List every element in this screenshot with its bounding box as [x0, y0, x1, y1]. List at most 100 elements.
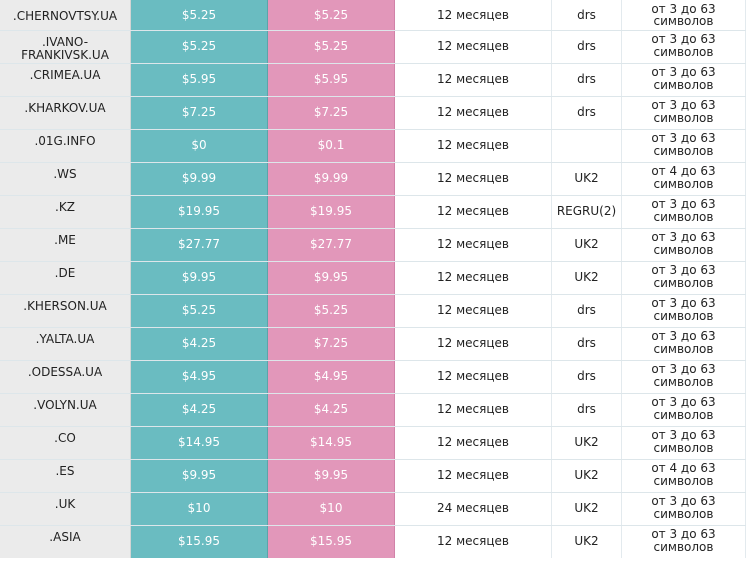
- domain-cell: .CO: [0, 427, 131, 459]
- table-row: .WS $9.99 $9.99 12 месяцев UK2 от 4 до 6…: [0, 162, 746, 195]
- name-length: от 4 до 63 символов: [622, 460, 746, 492]
- domain-cell: .ME: [0, 229, 131, 261]
- term: 12 месяцев: [395, 196, 552, 228]
- table-row: .KHERSON.UA $5.25 $5.25 12 месяцев drs о…: [0, 294, 746, 327]
- registrar: drs: [552, 0, 622, 30]
- registrar: REGRU(2): [552, 196, 622, 228]
- registrar: UK2: [552, 262, 622, 294]
- domain-name: .KHERSON.UA: [23, 299, 107, 313]
- domain-cell: .DE: [0, 262, 131, 294]
- name-length: от 3 до 63 символов: [622, 526, 746, 558]
- term: 12 месяцев: [395, 295, 552, 327]
- table-row: .YALTA.UA $4.25 $7.25 12 месяцев drs от …: [0, 327, 746, 360]
- domain-cell: .VOLYN.UA: [0, 394, 131, 426]
- table-row: .ES $9.95 $9.95 12 месяцев UK2 от 4 до 6…: [0, 459, 746, 492]
- domain-cell: .UK: [0, 493, 131, 525]
- registrar: UK2: [552, 163, 622, 195]
- domain-cell: .WS: [0, 163, 131, 195]
- registrar: UK2: [552, 229, 622, 261]
- domain-name: .ES: [55, 464, 75, 478]
- domain-cell: .CHERNOVTSY.UA: [0, 0, 131, 30]
- registrar: drs: [552, 361, 622, 393]
- register-price: $4.25: [131, 394, 268, 426]
- term: 12 месяцев: [395, 394, 552, 426]
- registrar: drs: [552, 394, 622, 426]
- register-price: $10: [131, 493, 268, 525]
- domain-name: .ODESSA.UA: [27, 365, 103, 379]
- term: 12 месяцев: [395, 163, 552, 195]
- register-price: $9.95: [131, 262, 268, 294]
- term: 24 месяцев: [395, 493, 552, 525]
- register-price: $15.95: [131, 526, 268, 558]
- term: 12 месяцев: [395, 130, 552, 162]
- domain-name: .CRIMEA.UA: [29, 68, 101, 82]
- term: 12 месяцев: [395, 427, 552, 459]
- term: 12 месяцев: [395, 328, 552, 360]
- domain-cell: .ASIA: [0, 526, 131, 558]
- name-length: от 3 до 63 символов: [622, 130, 746, 162]
- renew-price: $5.95: [268, 64, 395, 96]
- table-row: .01G.INFO $0 $0.1 12 месяцев от 3 до 63 …: [0, 129, 746, 162]
- table-row: .ME $27.77 $27.77 12 месяцев UK2 от 3 до…: [0, 228, 746, 261]
- name-length: от 3 до 63 символов: [622, 361, 746, 393]
- domain-name: .CO: [54, 431, 76, 445]
- register-price: $7.25: [131, 97, 268, 129]
- name-length: от 3 до 63 символов: [622, 229, 746, 261]
- register-price: $27.77: [131, 229, 268, 261]
- name-length: от 3 до 63 символов: [622, 295, 746, 327]
- domain-name: .WS: [53, 167, 77, 181]
- table-row: .ODESSA.UA $4.95 $4.95 12 месяцев drs от…: [0, 360, 746, 393]
- domain-cell: .YALTA.UA: [0, 328, 131, 360]
- registrar: UK2: [552, 427, 622, 459]
- renew-price: $10: [268, 493, 395, 525]
- register-price: $19.95: [131, 196, 268, 228]
- registrar: UK2: [552, 460, 622, 492]
- register-price: $4.25: [131, 328, 268, 360]
- domain-name: .IVANO-FRANKIVSK.UA: [21, 35, 109, 62]
- term: 12 месяцев: [395, 229, 552, 261]
- domain-name: .01G.INFO: [34, 134, 96, 148]
- term: 12 месяцев: [395, 0, 552, 30]
- renew-price: $5.25: [268, 31, 395, 63]
- name-length: от 3 до 63 символов: [622, 427, 746, 459]
- renew-price: $14.95: [268, 427, 395, 459]
- table-row: .DE $9.95 $9.95 12 месяцев UK2 от 3 до 6…: [0, 261, 746, 294]
- registrar: drs: [552, 64, 622, 96]
- term: 12 месяцев: [395, 64, 552, 96]
- name-length: от 3 до 63 символов: [622, 0, 746, 30]
- table-row: .KHARKOV.UA $7.25 $7.25 12 месяцев drs о…: [0, 96, 746, 129]
- domain-cell: .CRIMEA.UA: [0, 64, 131, 96]
- table-row: .IVANO-FRANKIVSK.UA $5.25 $5.25 12 месяц…: [0, 30, 746, 63]
- name-length: от 3 до 63 символов: [622, 64, 746, 96]
- renew-price: $5.25: [268, 0, 395, 30]
- domain-name: .DE: [54, 266, 76, 280]
- renew-price: $7.25: [268, 97, 395, 129]
- register-price: $9.99: [131, 163, 268, 195]
- renew-price: $5.25: [268, 295, 395, 327]
- domain-cell: .ES: [0, 460, 131, 492]
- renew-price: $19.95: [268, 196, 395, 228]
- domain-cell: .KZ: [0, 196, 131, 228]
- renew-price: $9.99: [268, 163, 395, 195]
- renew-price: $9.95: [268, 262, 395, 294]
- table-row: .UK $10 $10 24 месяцев UK2 от 3 до 63 си…: [0, 492, 746, 525]
- name-length: от 3 до 63 символов: [622, 262, 746, 294]
- name-length: от 3 до 63 символов: [622, 97, 746, 129]
- registrar: drs: [552, 328, 622, 360]
- register-price: $0: [131, 130, 268, 162]
- registrar: drs: [552, 31, 622, 63]
- name-length: от 3 до 63 символов: [622, 394, 746, 426]
- renew-price: $4.25: [268, 394, 395, 426]
- table-row: .CO $14.95 $14.95 12 месяцев UK2 от 3 до…: [0, 426, 746, 459]
- register-price: $5.25: [131, 0, 268, 30]
- register-price: $14.95: [131, 427, 268, 459]
- domain-cell: .KHARKOV.UA: [0, 97, 131, 129]
- registrar: drs: [552, 97, 622, 129]
- name-length: от 3 до 63 символов: [622, 31, 746, 63]
- table-row: .CHERNOVTSY.UA $5.25 $5.25 12 месяцев dr…: [0, 0, 746, 30]
- domain-name: .VOLYN.UA: [33, 398, 97, 412]
- domain-name: .ME: [54, 233, 76, 247]
- renew-price: $4.95: [268, 361, 395, 393]
- registrar: [552, 130, 622, 162]
